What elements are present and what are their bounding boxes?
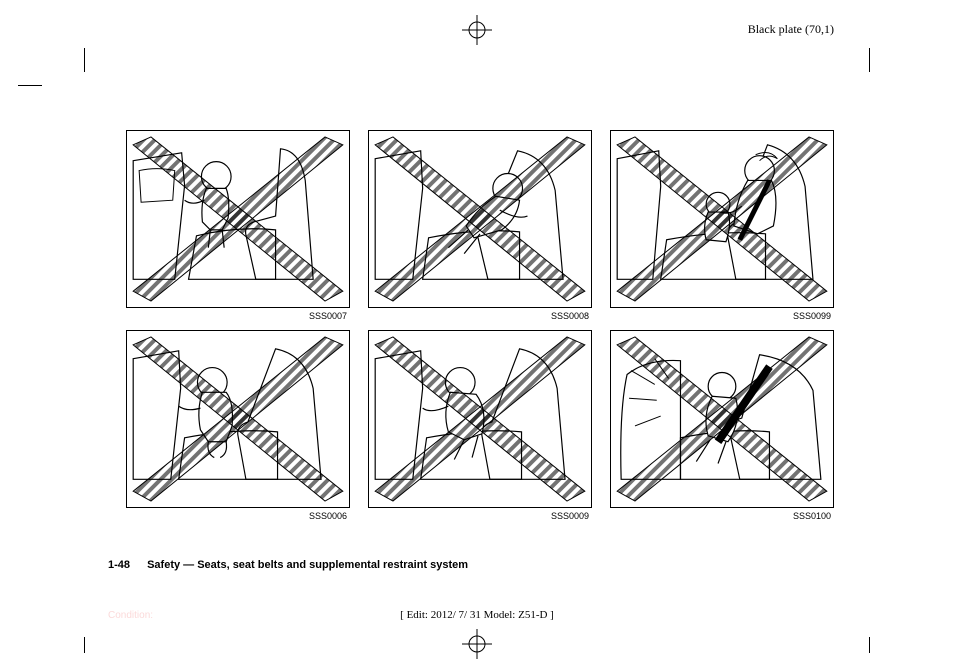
- panel: SSS0008: [368, 130, 592, 308]
- crop-mark: [84, 48, 85, 72]
- panel: SSS0006: [126, 330, 350, 508]
- panel-code: SSS0007: [309, 311, 347, 321]
- illustration: [369, 131, 591, 307]
- crop-mark: [18, 85, 42, 86]
- panel: SSS0099: [610, 130, 834, 308]
- panel: SSS0100: [610, 330, 834, 508]
- panel-code: SSS0100: [793, 511, 831, 521]
- registration-mark: [462, 629, 492, 659]
- crop-mark: [84, 637, 85, 653]
- illustration: [611, 331, 833, 507]
- illustration-grid: SSS0007 SSS0008: [126, 130, 834, 508]
- page-number: 1-48: [108, 559, 130, 571]
- panel-code: SSS0009: [551, 511, 589, 521]
- edit-info: [ Edit: 2012/ 7/ 31 Model: Z51-D ]: [0, 609, 954, 621]
- illustration: [127, 331, 349, 507]
- panel-code: SSS0006: [309, 511, 347, 521]
- panel: SSS0007: [126, 130, 350, 308]
- manual-page: Black plate (70,1): [0, 0, 954, 661]
- illustration: [611, 131, 833, 307]
- crop-mark: [869, 48, 870, 72]
- panel-code: SSS0008: [551, 311, 589, 321]
- illustration: [127, 131, 349, 307]
- panel-code: SSS0099: [793, 311, 831, 321]
- crop-mark: [869, 637, 870, 653]
- footer: 1-48 Safety — Seats, seat belts and supp…: [108, 559, 468, 571]
- panel: SSS0009: [368, 330, 592, 508]
- illustration: [369, 331, 591, 507]
- section-title: Safety — Seats, seat belts and supplemen…: [147, 559, 468, 571]
- plate-label: Black plate (70,1): [748, 22, 834, 37]
- registration-mark: [462, 15, 492, 45]
